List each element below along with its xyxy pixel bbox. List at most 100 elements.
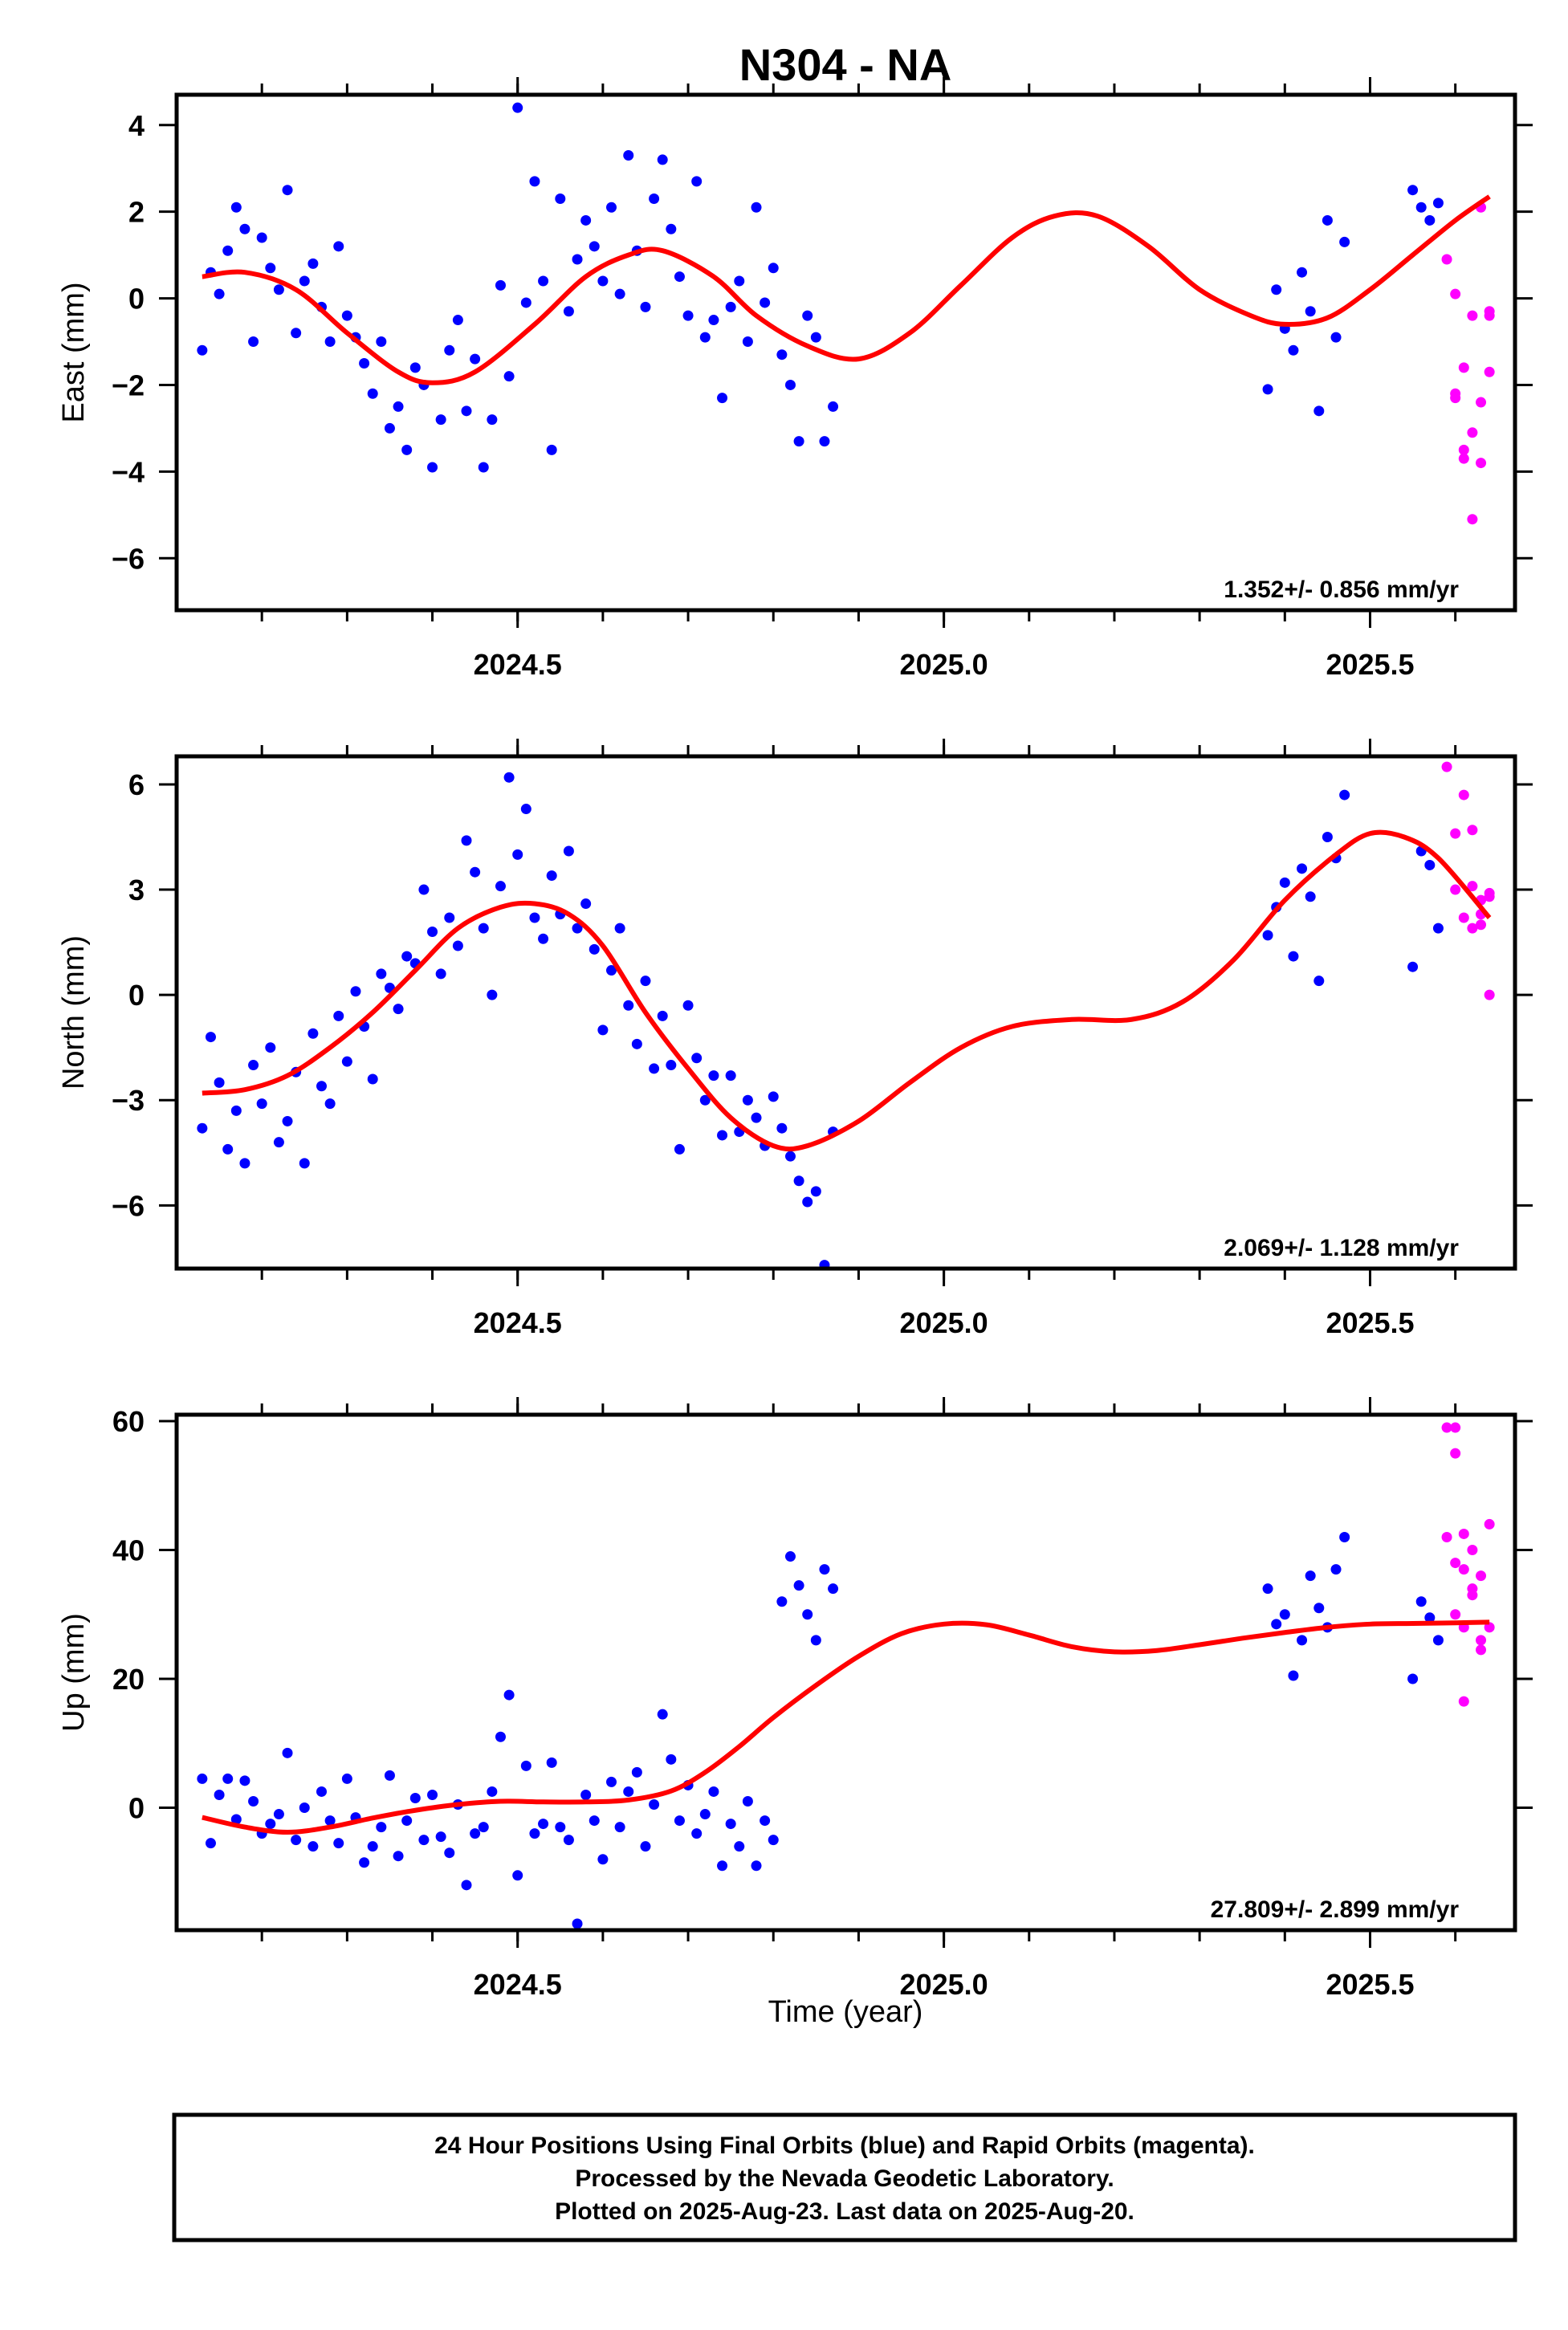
final-orbit-point <box>1305 891 1316 902</box>
y-axis-label: North (mm) <box>57 935 91 1090</box>
final-orbit-point <box>589 1815 600 1827</box>
final-orbit-point <box>470 1828 481 1839</box>
final-orbit-point <box>572 1918 583 1929</box>
final-orbit-point <box>597 275 609 287</box>
final-orbit-point <box>742 1796 753 1807</box>
y-tick-label: 0 <box>128 1792 145 1825</box>
final-orbit-point <box>691 176 703 187</box>
final-orbit-point <box>760 1815 771 1827</box>
final-orbit-point <box>1330 332 1342 343</box>
final-orbit-point <box>742 1094 753 1106</box>
final-orbit-point <box>341 1056 352 1067</box>
rapid-orbit-point <box>1467 1583 1478 1595</box>
final-orbit-point <box>1305 1570 1316 1582</box>
final-orbit-point <box>1297 863 1308 874</box>
rate-label: 1.352+/- 0.856 mm/yr <box>1224 576 1459 603</box>
rapid-orbit-point <box>1458 789 1469 800</box>
final-orbit-point <box>307 258 319 269</box>
final-orbit-point <box>776 349 788 360</box>
up-panel: 2024.5 2025.0 2025.5 60 40 20 0 Up (mm) 27.809+/… <box>57 1397 1533 2001</box>
final-orbit-point <box>666 223 677 234</box>
final-orbit-point <box>1288 1670 1299 1681</box>
final-orbit-point <box>657 1709 668 1720</box>
final-orbit-point <box>376 336 387 348</box>
final-orbit-point <box>273 284 284 295</box>
final-orbit-point <box>307 1841 319 1852</box>
final-orbit-point <box>1339 1531 1350 1542</box>
final-orbit-point <box>427 1789 438 1800</box>
final-orbit-point <box>649 1799 660 1811</box>
final-orbit-point <box>1432 198 1444 209</box>
rapid-orbit-point <box>1458 1564 1469 1575</box>
final-orbit-point <box>810 1186 821 1197</box>
final-orbit-point <box>580 214 592 226</box>
final-orbit-point <box>538 275 549 287</box>
final-orbit-point <box>751 1112 762 1123</box>
final-orbit-point <box>214 288 225 299</box>
final-orbit-point <box>452 940 463 951</box>
rapid-orbit-point <box>1450 1422 1461 1433</box>
final-orbit-point <box>666 1060 677 1071</box>
final-orbit-point <box>239 1158 250 1169</box>
final-orbit-point <box>674 271 685 283</box>
final-orbit-point <box>708 1786 719 1797</box>
fit-curve <box>202 829 1492 1152</box>
final-orbit-point <box>478 462 489 473</box>
final-orbit-point <box>282 1115 293 1126</box>
final-orbit-point <box>666 1754 677 1765</box>
north-panel: 2024.5 2025.0 2025.5 6 3 0 −3 −6 North (mm) 2.069… <box>57 739 1533 1339</box>
final-orbit-point <box>461 405 472 417</box>
final-orbit-point <box>367 1841 378 1852</box>
x-tick-label: 2025.0 <box>900 1306 988 1339</box>
rapid-orbit-point <box>1441 1422 1452 1433</box>
rapid-orbit-point <box>1450 288 1461 299</box>
final-orbit-point <box>708 315 719 326</box>
final-orbit-point <box>1424 1612 1436 1623</box>
y-tick-label: 3 <box>128 874 145 906</box>
final-orbit-point <box>503 371 515 382</box>
final-orbit-point <box>529 912 540 923</box>
rapid-orbit-point <box>1476 397 1487 408</box>
rapid-orbit-point <box>1476 458 1487 469</box>
final-orbit-point <box>1322 832 1333 843</box>
rapid-orbit-point <box>1458 1528 1469 1539</box>
rapid-orbit-point <box>1467 923 1478 934</box>
final-orbit-point <box>810 1635 821 1646</box>
rapid-orbit-point <box>1467 881 1478 892</box>
final-orbit-point <box>819 1564 830 1575</box>
final-orbit-point <box>606 202 617 213</box>
x-tick-label: 2025.0 <box>900 648 988 681</box>
y-tick-label: −4 <box>112 455 145 488</box>
final-orbit-point <box>1305 306 1316 317</box>
final-orbit-point <box>734 1841 745 1852</box>
final-orbit-point <box>1288 344 1299 356</box>
final-orbit-point <box>503 1689 515 1701</box>
final-orbit-point <box>725 1070 736 1081</box>
final-orbit-point <box>708 1070 719 1081</box>
rapid-orbit-point <box>1476 1644 1487 1656</box>
final-orbit-point <box>1271 284 1282 295</box>
final-orbit-point <box>350 986 361 997</box>
final-orbit-point <box>657 1010 668 1021</box>
final-orbit-point <box>409 1792 421 1803</box>
final-orbit-point <box>640 976 651 987</box>
final-orbit-point <box>580 898 592 910</box>
rapid-orbit-point <box>1441 1531 1452 1542</box>
final-orbit-point <box>640 301 651 312</box>
final-orbit-point <box>597 1024 609 1036</box>
rapid-orbit-point <box>1450 1448 1461 1459</box>
final-orbit-point <box>529 176 540 187</box>
x-axis-label: Time (year) <box>768 1995 923 2029</box>
rapid-orbit-point <box>1476 1570 1487 1582</box>
final-orbit-point <box>444 344 455 356</box>
final-orbit-point <box>299 1802 310 1814</box>
data-points <box>197 1422 1495 1929</box>
footer-line-2: Processed by the Nevada Geodetic Laborat… <box>575 2165 1114 2192</box>
final-orbit-point <box>802 1609 813 1620</box>
final-orbit-point <box>333 241 344 252</box>
final-orbit-point <box>230 202 242 213</box>
final-orbit-point <box>359 1857 370 1868</box>
final-orbit-point <box>751 202 762 213</box>
final-orbit-point <box>291 328 302 339</box>
final-orbit-point <box>248 336 259 348</box>
